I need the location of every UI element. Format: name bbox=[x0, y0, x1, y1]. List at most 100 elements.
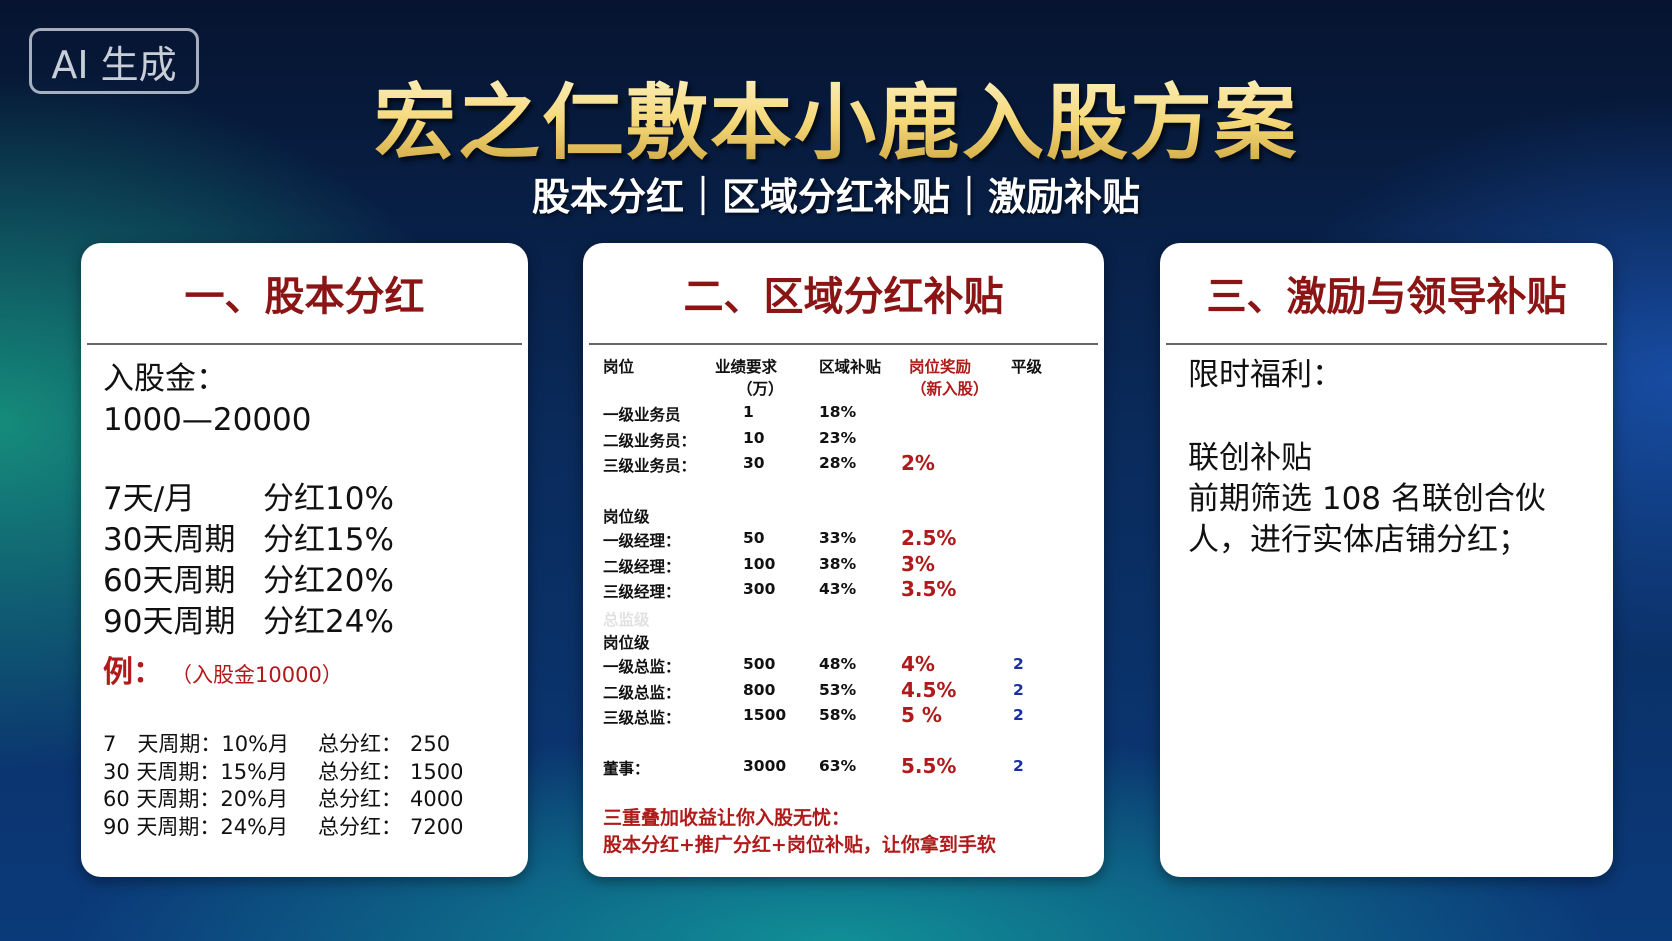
cell-requirement: 3000 bbox=[743, 757, 787, 776]
plan-dividend: 分红10% bbox=[263, 481, 394, 517]
column-header: 平级 bbox=[1011, 358, 1043, 376]
cell-subsidy: 63% bbox=[819, 757, 857, 776]
cell-subsidy: 18% bbox=[819, 403, 857, 421]
cell-requirement: 1 bbox=[743, 403, 754, 421]
amount-label: 入股金： bbox=[103, 361, 227, 397]
panel-body: 入股金： 1000—20000 7天/月 分红10% 30天周期 分红15% 60天周期… bbox=[81, 345, 528, 841]
example-cell: 250 bbox=[410, 732, 451, 756]
panel-heading: 二、区域分红补贴 bbox=[589, 243, 1098, 345]
cell-reward: 2.5% bbox=[901, 526, 957, 551]
cell-requirement: 10 bbox=[743, 428, 765, 447]
plan-dividend: 分红15% bbox=[263, 522, 394, 558]
cell-subsidy: 43% bbox=[819, 580, 857, 599]
cell-position: 一级总监： bbox=[603, 658, 681, 677]
example-cell: 90 天周期：24%月 bbox=[103, 814, 289, 839]
plan-period: 60天周期 bbox=[103, 563, 236, 599]
cell-requirement: 100 bbox=[743, 554, 776, 573]
plan-row: 30天周期 分红15% bbox=[103, 520, 506, 561]
cell-requirement: 300 bbox=[743, 580, 776, 599]
cell-subsidy: 48% bbox=[819, 655, 857, 674]
plan-row: 90天周期 分红24% bbox=[103, 602, 506, 643]
example-cell: 总分红： bbox=[318, 759, 402, 784]
example-cell: 总分红： bbox=[318, 814, 402, 839]
panel-incentive: 三、激励与领导补贴 限时福利： 联创补贴 前期筛选 108 名联创合伙人，进行实… bbox=[1160, 243, 1613, 877]
cell-reward: 3.5% bbox=[901, 577, 957, 602]
example-list: 7 天周期：10%月 总分红： 250 30 天周期：15%月 总分红： 1500 60 天… bbox=[103, 731, 506, 841]
plan-list: 7天/月 分红10% 30天周期 分红15% 60天周期 分红20% 90天周期 分红24% bbox=[103, 479, 506, 643]
panel-equity: 一、股本分红 入股金： 1000—20000 7天/月 分红10% 30天周期 分红1… bbox=[81, 243, 528, 877]
cell-subsidy: 38% bbox=[819, 554, 857, 573]
cell-level: 2 bbox=[1013, 655, 1024, 674]
cell-reward: 4.5% bbox=[901, 677, 957, 702]
plan-row: 7天/月 分红10% bbox=[103, 479, 506, 520]
cell-level: 2 bbox=[1013, 680, 1024, 699]
plan-period: 90天周期 bbox=[103, 604, 236, 640]
column-header: （万） bbox=[737, 380, 784, 398]
cell-reward: 4% bbox=[901, 652, 935, 677]
cell-position: 二级业务员： bbox=[603, 431, 697, 450]
example-cell: 总分红： bbox=[318, 732, 402, 756]
plan-period: 30天周期 bbox=[103, 522, 236, 558]
plan-row: 60天周期 分红20% bbox=[103, 561, 506, 602]
cell-subsidy: 58% bbox=[819, 706, 857, 725]
example-cell: 7 天周期：10%月 bbox=[103, 732, 290, 756]
plan-period: 7天/月 bbox=[103, 481, 196, 517]
cell-position: 三级经理： bbox=[603, 583, 681, 602]
cell-position: 二级总监： bbox=[603, 683, 681, 702]
panel-heading: 三、激励与领导补贴 bbox=[1166, 243, 1607, 345]
cell-subsidy: 33% bbox=[819, 529, 857, 548]
cell-requirement: 30 bbox=[743, 454, 765, 472]
cell-position: 一级业务员 bbox=[603, 406, 681, 424]
example-cell: 4000 bbox=[410, 787, 464, 811]
example-cell: 7200 bbox=[410, 814, 464, 839]
footer-line: 三重叠加收益让你入股无忧： bbox=[603, 807, 851, 829]
amount-range: 1000—20000 bbox=[103, 402, 312, 438]
cell-subsidy: 53% bbox=[819, 680, 857, 699]
example-row: 30 天周期：15%月 总分红： 1500 bbox=[103, 759, 506, 787]
cell-position: 三级业务员： bbox=[603, 457, 697, 475]
cell-reward: 2% bbox=[901, 451, 935, 475]
cell-reward: 5.5% bbox=[901, 754, 957, 779]
item-text: 前期筛选 108 名联创合伙人，进行实体店铺分红； bbox=[1188, 481, 1546, 558]
panel-regional: 二、区域分红补贴 岗位 业绩要求 （万） 区域补贴 岗位奖励 （新入股） 平级一级业务员 1 1… bbox=[583, 243, 1104, 877]
subtitle: 股本分红｜区域分红补贴｜激励补贴 bbox=[531, 175, 1140, 219]
column-header: 岗位奖励 bbox=[909, 358, 972, 376]
cell-position: 董事： bbox=[603, 760, 650, 779]
cell-subsidy: 23% bbox=[819, 428, 857, 447]
ai-badge: AI 生成 bbox=[29, 28, 199, 94]
cell-subsidy: 28% bbox=[819, 454, 857, 472]
cell-requirement: 500 bbox=[743, 655, 776, 674]
example-label: 例： bbox=[103, 655, 163, 690]
cell-level: 2 bbox=[1013, 706, 1024, 725]
cell-position: 一级经理： bbox=[603, 532, 681, 551]
example-cell: 总分红： bbox=[318, 787, 402, 811]
subsidy-table: 岗位 业绩要求 （万） 区域补贴 岗位奖励 （新入股） 平级一级业务员 1 18% 二级业务员： 1… bbox=[583, 243, 1104, 877]
example-line: 例： （入股金10000） bbox=[103, 647, 506, 691]
column-header: 岗位 bbox=[603, 358, 635, 376]
group-label: 岗位级 bbox=[603, 508, 650, 526]
footer-line: 股本分红+推广分红+岗位补贴，让你拿到手软 bbox=[603, 834, 996, 856]
cell-position: 三级总监： bbox=[603, 709, 681, 728]
example-row: 60 天周期：20%月 总分红： 4000 bbox=[103, 786, 506, 814]
cell-reward: 5 % bbox=[901, 703, 942, 728]
example-cell: 30 天周期：15%月 bbox=[103, 759, 289, 784]
column-header: 业绩要求 bbox=[715, 358, 778, 376]
cell-requirement: 800 bbox=[743, 680, 776, 699]
faint-label: 总监级 bbox=[603, 611, 650, 630]
cell-requirement: 50 bbox=[743, 529, 765, 548]
cell-requirement: 1500 bbox=[743, 706, 787, 725]
example-row: 7 天周期：10%月 总分红： 250 bbox=[103, 731, 506, 759]
example-cell: 1500 bbox=[410, 759, 464, 784]
plan-dividend: 分红20% bbox=[263, 563, 394, 599]
example-note: （入股金10000） bbox=[171, 663, 343, 687]
column-header: （新入股） bbox=[911, 380, 989, 398]
title: 宏之仁敷本小鹿入股方案 bbox=[0, 56, 1672, 175]
plan-dividend: 分红24% bbox=[263, 604, 394, 640]
item-title: 联创补贴 bbox=[1188, 440, 1312, 476]
column-header: 区域补贴 bbox=[819, 358, 882, 376]
cell-level: 2 bbox=[1013, 757, 1024, 776]
cell-position: 二级经理： bbox=[603, 557, 681, 576]
cell-reward: 3% bbox=[901, 551, 935, 576]
example-row: 90 天周期：24%月 总分红： 7200 bbox=[103, 814, 506, 842]
